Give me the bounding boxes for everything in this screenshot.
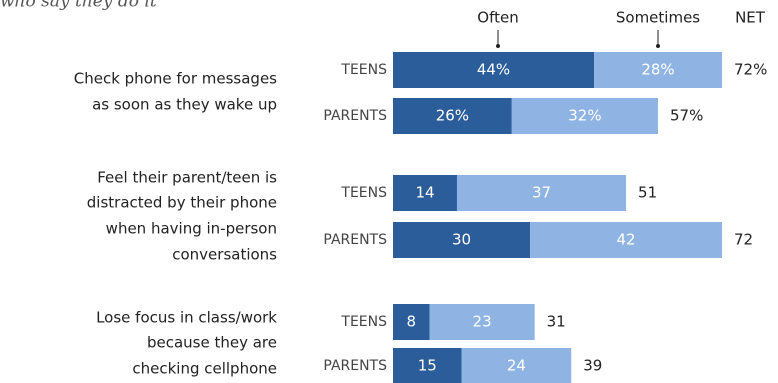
net-label: 31: [547, 313, 566, 331]
bar-value-label: 24: [507, 357, 526, 375]
bar-segment: [393, 98, 512, 134]
group-label: Lose focus in class/work: [96, 309, 277, 327]
group-label: when having in-person: [106, 220, 277, 238]
net-label: 72: [734, 231, 753, 249]
category-label: PARENTS: [323, 232, 387, 248]
bar-value-label: 15: [418, 357, 437, 375]
bar-value-label: 14: [415, 184, 434, 202]
group-label: Feel their parent/teen is: [97, 169, 277, 187]
bar-segment: [594, 52, 722, 88]
bar-value-label: 30: [452, 231, 471, 249]
category-label: TEENS: [340, 62, 387, 78]
bar-value-label: 8: [407, 313, 417, 331]
bar-segment: [393, 52, 595, 88]
net-label: 72%: [734, 61, 767, 79]
legend-pointer-dot: [656, 44, 660, 48]
category-label: TEENS: [340, 185, 387, 201]
category-label: PARENTS: [323, 358, 387, 374]
chart-subtitle: who say they do it: [0, 0, 157, 12]
legend-label: NET: [735, 9, 766, 27]
group-label: conversations: [172, 246, 277, 264]
bar-value-label: 28%: [641, 61, 674, 79]
bar-segment: [456, 175, 627, 211]
bar-segment: [393, 304, 430, 340]
bar-value-label: 32%: [568, 107, 601, 125]
bar-value-label: 26%: [436, 107, 469, 125]
bar-value-label: 44%: [477, 61, 510, 79]
category-label: TEENS: [340, 314, 387, 330]
bar-value-label: 37: [532, 184, 551, 202]
category-label: PARENTS: [323, 108, 387, 124]
group-label: checking cellphone: [132, 360, 277, 378]
net-label: 51: [638, 184, 657, 202]
bar-segment: [393, 348, 462, 383]
bar-segment: [429, 304, 535, 340]
group-label: because they are: [147, 334, 277, 352]
group-label: Check phone for messages: [74, 70, 277, 88]
bar-value-label: 23: [473, 313, 492, 331]
group-label: as soon as they wake up: [92, 96, 277, 114]
net-label: 57%: [670, 107, 703, 125]
bar-segment: [393, 175, 457, 211]
bar-segment: [393, 222, 531, 258]
legend-label: Sometimes: [616, 9, 700, 27]
bar-segment: [461, 348, 572, 383]
net-label: 39: [583, 357, 602, 375]
bar-value-label: 42: [616, 231, 635, 249]
bar-segment: [530, 222, 722, 258]
group-label: distracted by their phone: [87, 194, 277, 212]
legend-label: Often: [477, 9, 518, 27]
legend-pointer-dot: [496, 44, 500, 48]
bar-segment: [511, 98, 659, 134]
